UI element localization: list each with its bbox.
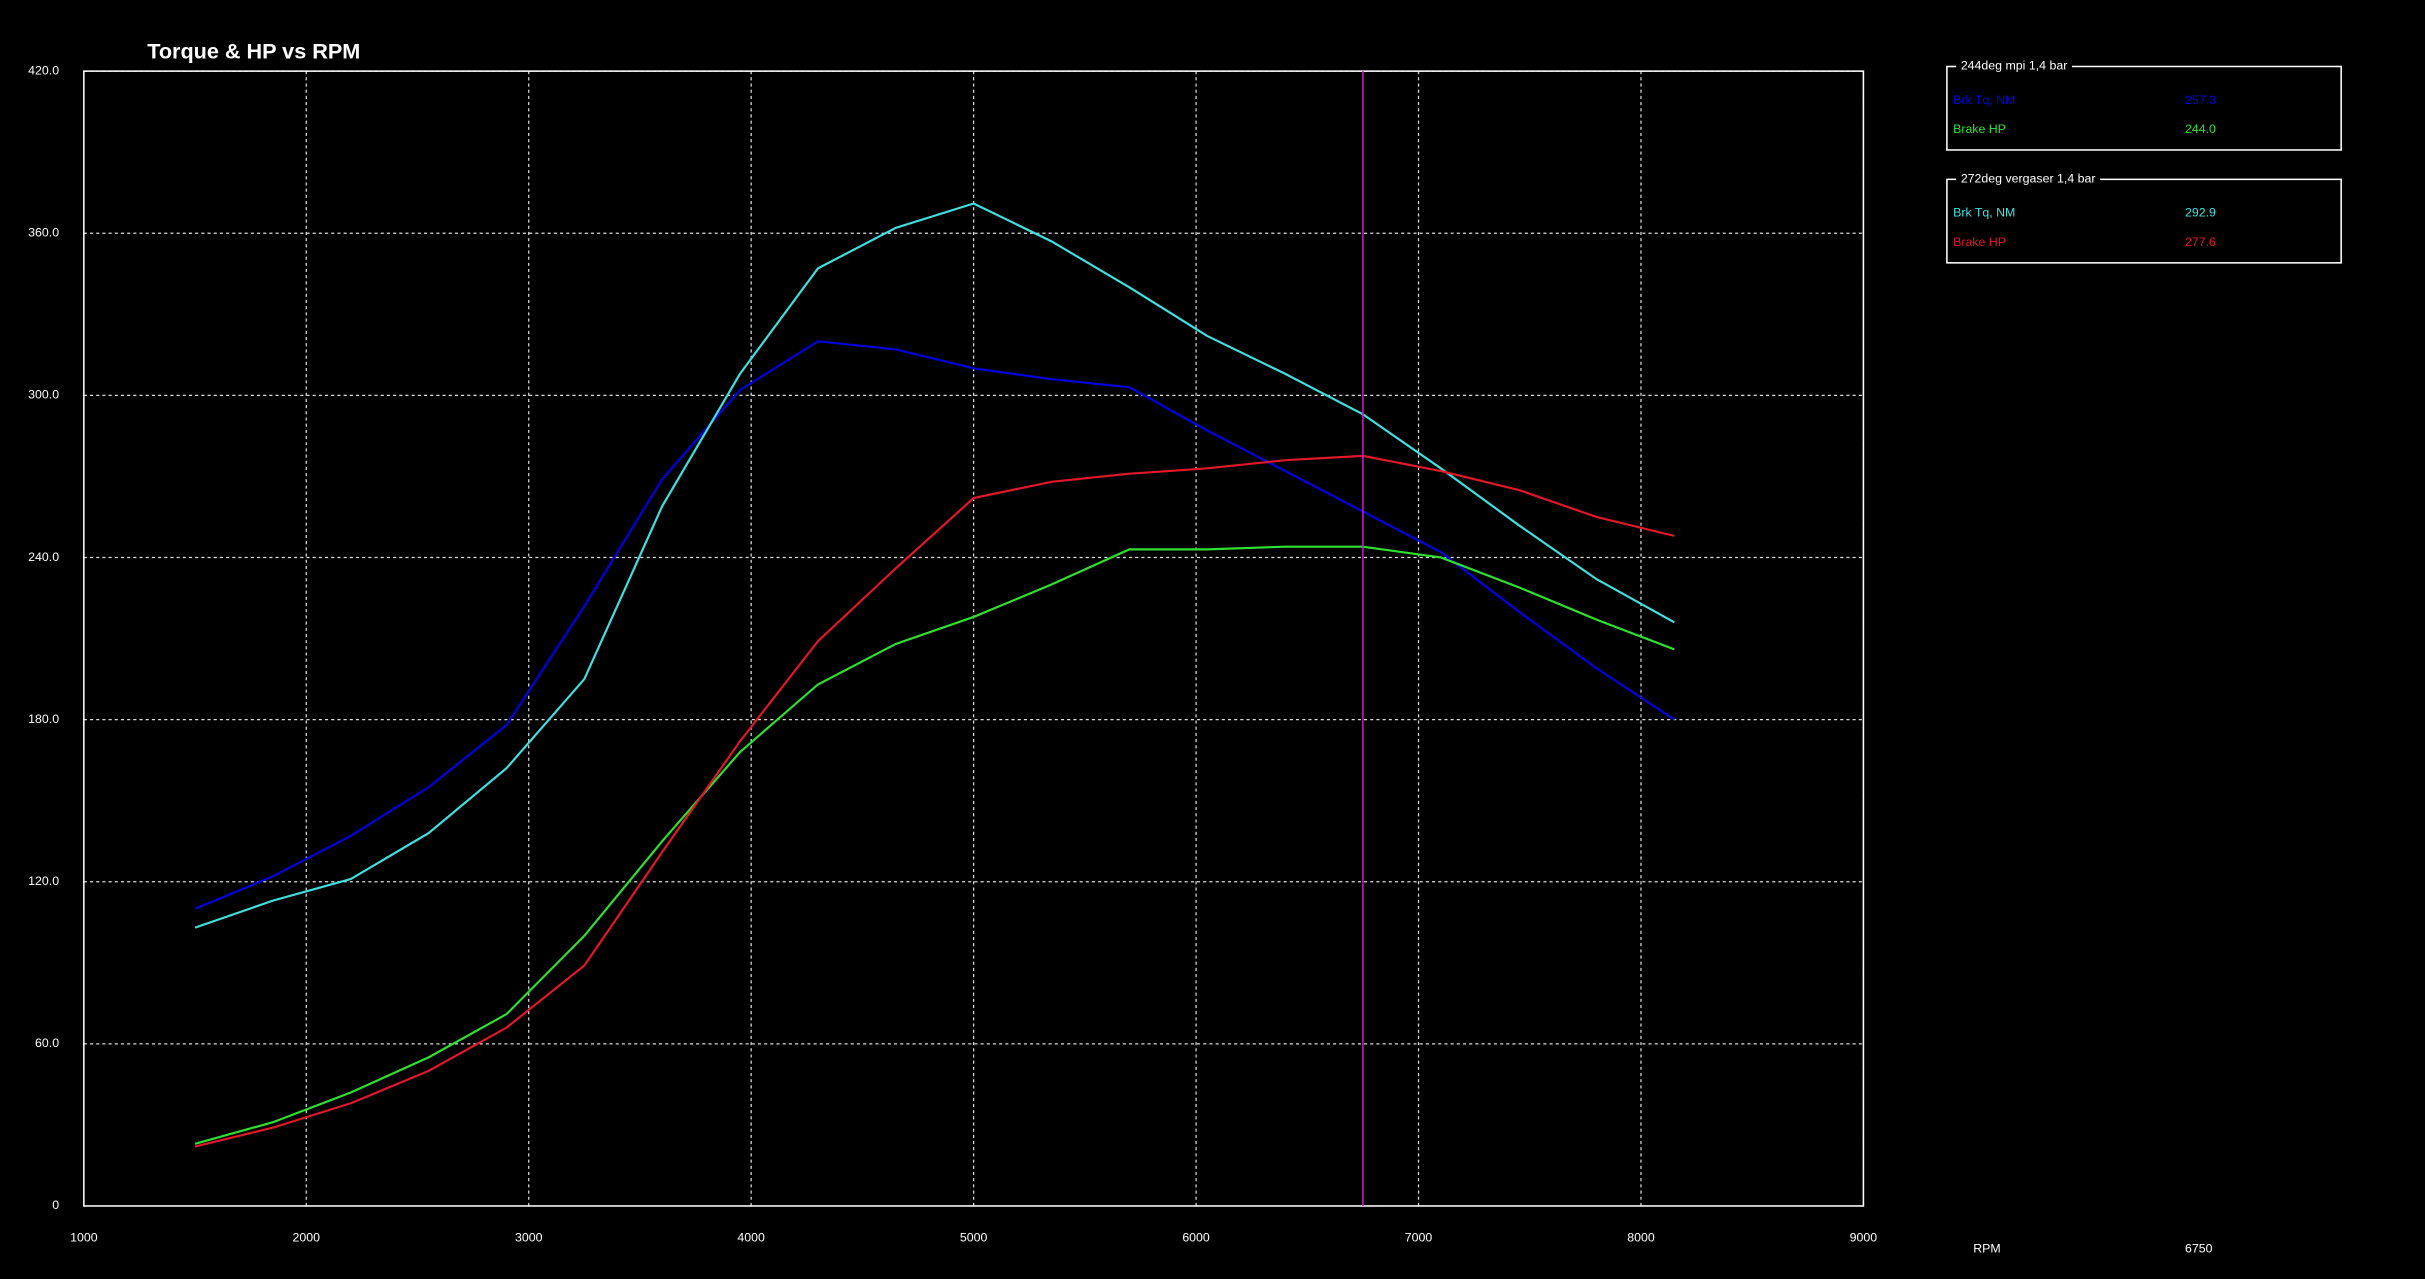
x-tick-label: 8000 [1627,1231,1655,1245]
y-tick-label: 60.0 [35,1036,59,1050]
y-tick-label: 180.0 [28,712,59,726]
x-tick-label: 2000 [293,1231,321,1245]
legend-readout: 292.9 [2185,206,2216,220]
legend-entry: Brk Tq, NM [1953,206,2015,220]
x-tick-label: 1000 [70,1231,98,1245]
series-line [194,202,1675,929]
legend-readout: 244.0 [2185,122,2216,136]
legend-readout: 257.3 [2185,93,2216,107]
x-tick-label: 6000 [1182,1231,1210,1245]
cursor-label: RPM [1973,1242,2000,1256]
y-tick-label: 120.0 [28,874,59,888]
series-line [194,340,1675,910]
y-tick-label: 240.0 [28,550,59,564]
legend-entry: Brk Tq, NM [1953,93,2015,107]
plot-frame [83,70,1865,1207]
y-tick-label: 420.0 [28,63,59,77]
chart-title: Torque & HP vs RPM [147,38,360,63]
legend-entry: Brake HP [1953,235,2006,249]
x-tick-label: 4000 [737,1231,765,1245]
x-tick-label: 9000 [1850,1231,1878,1245]
legend-title: 244deg mpi 1,4 bar [1961,59,2068,73]
y-tick-label: 300.0 [28,388,59,402]
legend-box [1946,65,2342,151]
legend-box [1946,178,2342,264]
y-tick-label: 0 [52,1198,59,1212]
legend-title-bg [1956,60,2072,73]
legend-entry: Brake HP [1953,122,2006,136]
cursor-value: 6750 [2185,1242,2213,1256]
series-line [194,545,1675,1145]
legend-title: 272deg vergaser 1,4 bar [1961,172,2096,186]
series-line [194,454,1675,1148]
legend-title-bg [1956,173,2101,186]
x-tick-label: 3000 [515,1231,543,1245]
x-tick-label: 5000 [960,1231,988,1245]
legend-readout: 277.6 [2185,235,2216,249]
y-tick-label: 360.0 [28,226,59,240]
x-tick-label: 7000 [1405,1231,1433,1245]
